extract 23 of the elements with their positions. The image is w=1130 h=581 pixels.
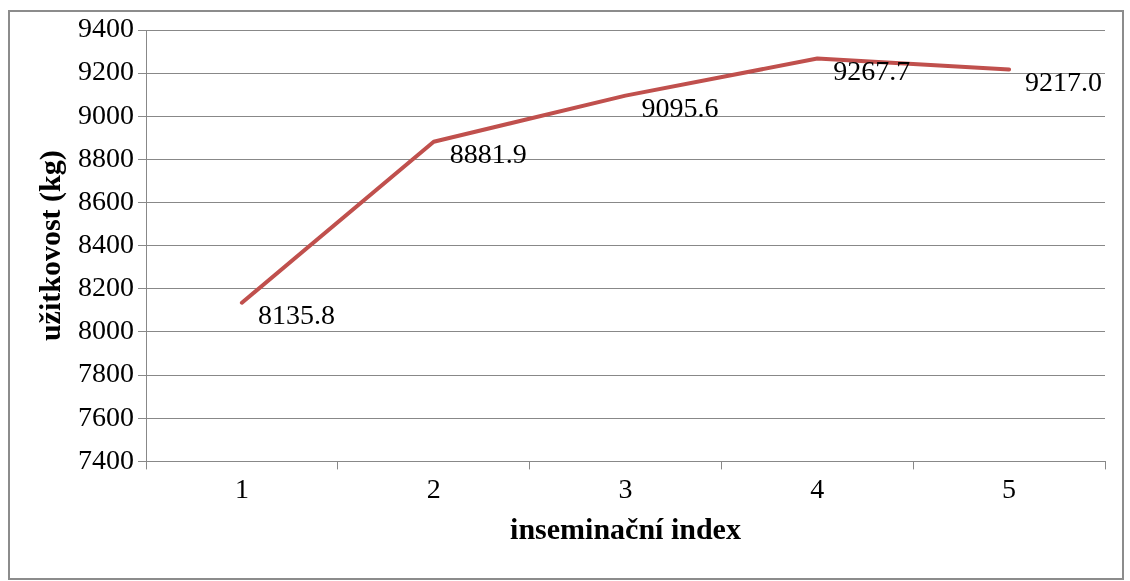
- y-tick-label: 8200: [78, 271, 134, 303]
- data-label: 8881.9: [449, 138, 527, 170]
- x-tick-label: 5: [1002, 472, 1017, 504]
- y-tick-label: 8600: [78, 184, 134, 216]
- x-tick-label: 1: [234, 472, 249, 504]
- data-label: 9267.7: [833, 54, 911, 86]
- y-tick-label: 8800: [78, 141, 134, 173]
- y-tick-label: 7400: [78, 443, 134, 475]
- x-axis-title: inseminační index: [510, 511, 741, 545]
- y-tick-label: 8000: [78, 314, 134, 346]
- y-tick-label: 9000: [78, 98, 134, 130]
- y-tick-label: 7800: [78, 357, 134, 389]
- data-label: 9217.0: [1025, 65, 1103, 97]
- x-tick-label: 2: [426, 472, 441, 504]
- x-tick-label: 4: [810, 472, 825, 504]
- data-label: 9095.6: [641, 92, 719, 124]
- y-tick-label: 7600: [78, 400, 134, 432]
- y-tick-label: 9400: [78, 12, 134, 44]
- x-tick-label: 3: [618, 472, 633, 504]
- y-tick-label: 9200: [78, 55, 134, 87]
- y-axis-title: užitkovost (kg): [32, 150, 67, 342]
- y-tick-label: 8400: [78, 228, 134, 260]
- data-label: 8135.8: [257, 299, 335, 331]
